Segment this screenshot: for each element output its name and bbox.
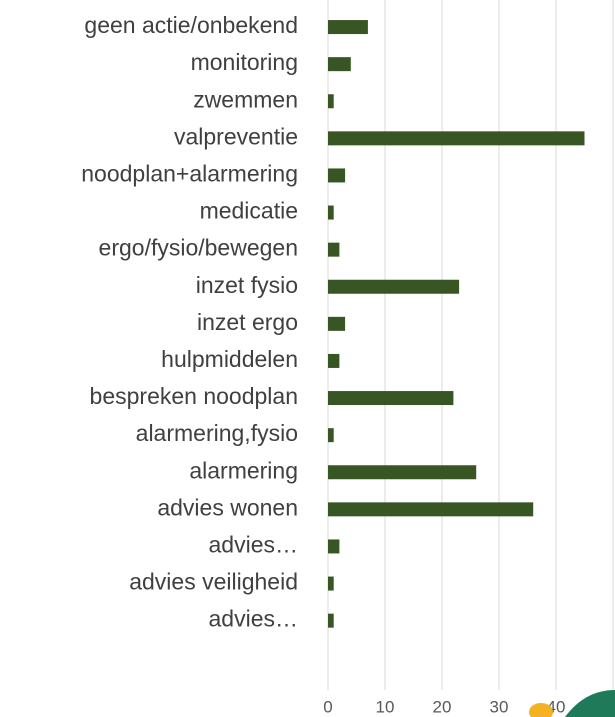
bar (328, 279, 460, 294)
bar (328, 242, 340, 257)
x-tick-label: 30 (490, 697, 509, 716)
y-tick-label: advies… (209, 606, 298, 632)
y-tick-label: monitoring (191, 49, 298, 75)
bar (328, 94, 334, 109)
y-tick-label: geen actie/onbekend (84, 12, 298, 38)
bar (328, 20, 368, 35)
bar (328, 131, 585, 146)
y-tick-label: zwemmen (193, 86, 298, 112)
y-tick-label: valpreventie (174, 123, 298, 149)
bar (328, 613, 334, 628)
y-tick-label: hulpmiddelen (161, 346, 298, 372)
bar (328, 57, 351, 72)
y-tick-label: advies veiligheid (129, 569, 298, 595)
y-tick-label: advies wonen (157, 494, 298, 520)
bar (328, 539, 340, 554)
bar (328, 316, 346, 331)
bar (328, 465, 477, 480)
bar (328, 353, 340, 368)
y-tick-label: inzet ergo (197, 309, 298, 335)
logo (529, 690, 615, 717)
x-tick-label: 0 (323, 697, 332, 716)
x-tick-label: 10 (376, 697, 395, 716)
x-tick-label: 20 (433, 697, 452, 716)
logo-leaf (565, 690, 615, 717)
bar (328, 205, 334, 220)
y-tick-label: inzet fysio (196, 272, 298, 298)
y-tick-label: medicatie (200, 198, 298, 224)
bar (328, 391, 454, 406)
y-tick-label: alarmering (189, 457, 298, 483)
bar (328, 502, 534, 517)
bar (328, 428, 334, 443)
bar (328, 168, 346, 183)
y-tick-label: ergo/fysio/bewegen (99, 235, 298, 261)
y-tick-label: bespreken noodplan (90, 383, 298, 409)
y-tick-label: noodplan+alarmering (81, 161, 298, 187)
bar (328, 576, 334, 591)
logo-dot (529, 703, 553, 717)
y-tick-label: advies… (209, 532, 298, 558)
y-tick-label: alarmering,fysio (136, 420, 298, 446)
